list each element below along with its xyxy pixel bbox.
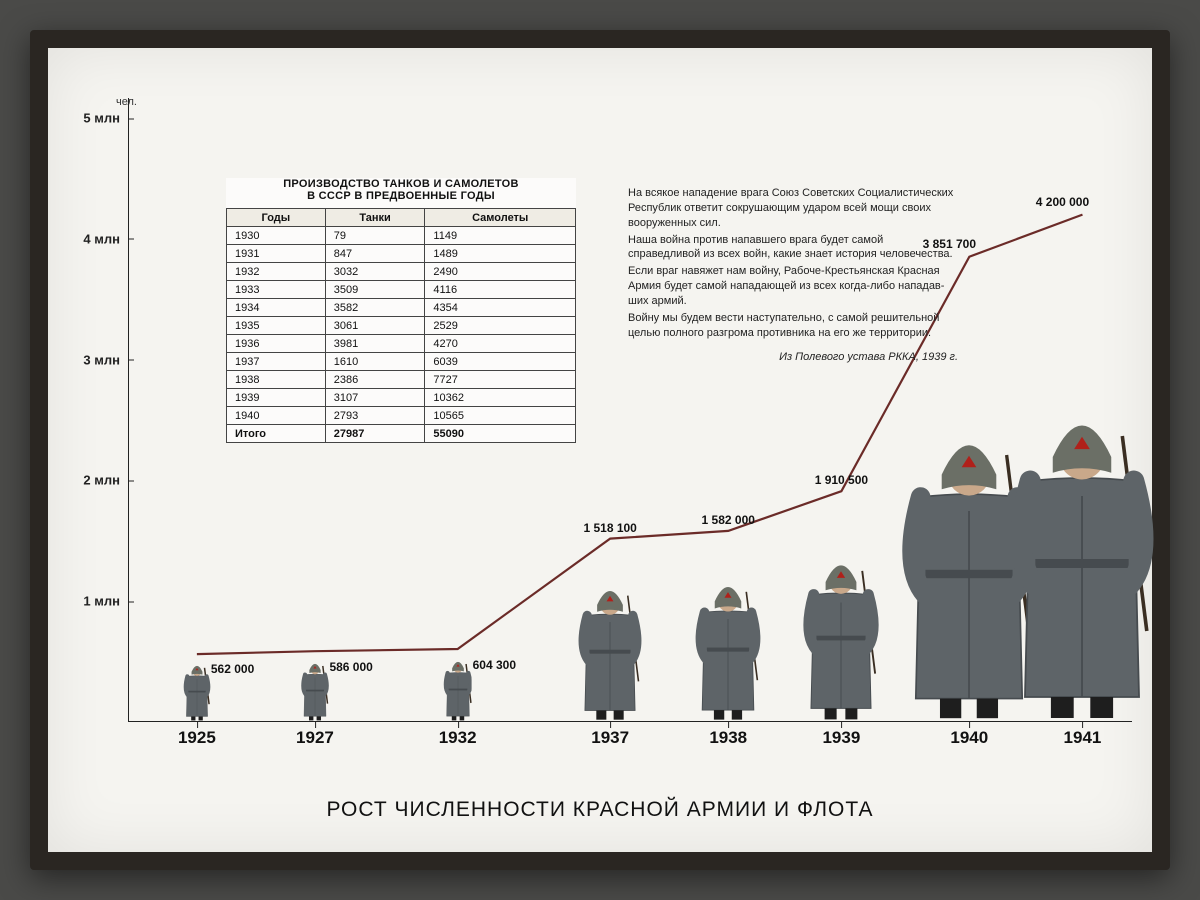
table-cell: 4354 [425,299,576,317]
table-total-cell: 55090 [425,425,576,443]
table-cell: 1931 [227,245,326,263]
table-cell: 1940 [227,407,326,425]
y-tick: 2 млн [83,473,128,488]
soldier-icon [578,589,641,721]
table-title: ПРОИЗВОДСТВО ТАНКОВ И САМОЛЕТОВ В СССР В… [226,178,576,208]
table-cell: 1934 [227,299,326,317]
y-tick: 5 млн [83,111,128,126]
table-cell: 7727 [425,371,576,389]
quote-paragraph: Если враг навяжет нам войну, Рабоче-Крес… [628,264,958,309]
table-cell: 2529 [425,317,576,335]
y-axis-unit: чел. [116,96,137,108]
table-body: ГодыТанкиСамолеты 1930791149 19318471489 19… [226,208,576,443]
poster-frame: чел. 1 млн 2 млн 3 млн 4 млн 5 млн 1925 1927 1… [30,30,1170,870]
value-label: 562 000 [211,662,254,676]
table-cell: 4270 [425,335,576,353]
table-header: Танки [325,209,425,227]
table-total-cell: 27987 [325,425,425,443]
y-tick: 1 млн [83,594,128,609]
x-tick: 1932 [439,728,477,748]
chart-plot-area: чел. 1 млн2 млн3 млн4 млн5 млн 192519271… [128,118,1112,722]
table-cell: 2490 [425,263,576,281]
table-cell: 3981 [325,335,425,353]
field-manual-quote: На всякое нападение врага Союз Советских… [628,186,958,365]
table-cell: 1935 [227,317,326,335]
table-cell: 10565 [425,407,576,425]
table-cell: 3509 [325,281,425,299]
table-cell: 3032 [325,263,425,281]
table-cell: 847 [325,245,425,263]
table-cell: 3061 [325,317,425,335]
quote-paragraph: Наша война против напавшего врага будет … [628,233,958,263]
table-header: Самолеты [425,209,576,227]
table-cell: 1930 [227,227,326,245]
table-cell: 1489 [425,245,576,263]
x-tick: 1941 [1064,728,1102,748]
value-label: 1 582 000 [702,513,755,527]
soldier-icon [301,663,329,721]
x-tick: 1937 [591,728,629,748]
table-cell: 4116 [425,281,576,299]
table-header: Годы [227,209,326,227]
quote-source: Из Полевого устава РККА, 1939 г. [628,350,958,365]
table-cell: 1937 [227,353,326,371]
x-tick: 1939 [822,728,860,748]
soldier-icon [443,661,472,721]
quote-paragraph: Войну мы будем вести наступательно, с са… [628,311,958,341]
soldier-icon [1010,421,1154,721]
table-cell: 1938 [227,371,326,389]
quote-paragraph: На всякое нападение врага Союз Советских… [628,186,958,231]
x-tick: 1925 [178,728,216,748]
x-tick: 1940 [950,728,988,748]
x-tick: 1927 [296,728,334,748]
soldier-icon [803,563,879,721]
table-cell: 79 [325,227,425,245]
soldier-icon [183,665,210,721]
table-cell: 6039 [425,353,576,371]
table-total-cell: Итого [227,425,326,443]
y-tick: 3 млн [83,352,128,367]
value-label: 1 910 500 [815,473,868,487]
table-cell: 10362 [425,389,576,407]
table-cell: 2386 [325,371,425,389]
table-cell: 1939 [227,389,326,407]
table-cell: 1610 [325,353,425,371]
table-cell: 3107 [325,389,425,407]
production-table: ПРОИЗВОДСТВО ТАНКОВ И САМОЛЕТОВ В СССР В… [226,178,576,443]
value-label: 1 518 100 [583,521,636,535]
table-cell: 1933 [227,281,326,299]
value-label: 586 000 [329,660,372,674]
table-cell: 1936 [227,335,326,353]
main-title: РОСТ ЧИСЛЕННОСТИ КРАСНОЙ АРМИИ И ФЛОТА [48,798,1152,822]
table-cell: 1149 [425,227,576,245]
x-tick: 1938 [709,728,747,748]
table-cell: 1932 [227,263,326,281]
soldier-icon [696,585,761,721]
table-cell: 3582 [325,299,425,317]
y-tick: 4 млн [83,231,128,246]
table-cell: 2793 [325,407,425,425]
value-label: 604 300 [473,658,516,672]
value-label: 4 200 000 [1036,195,1089,209]
